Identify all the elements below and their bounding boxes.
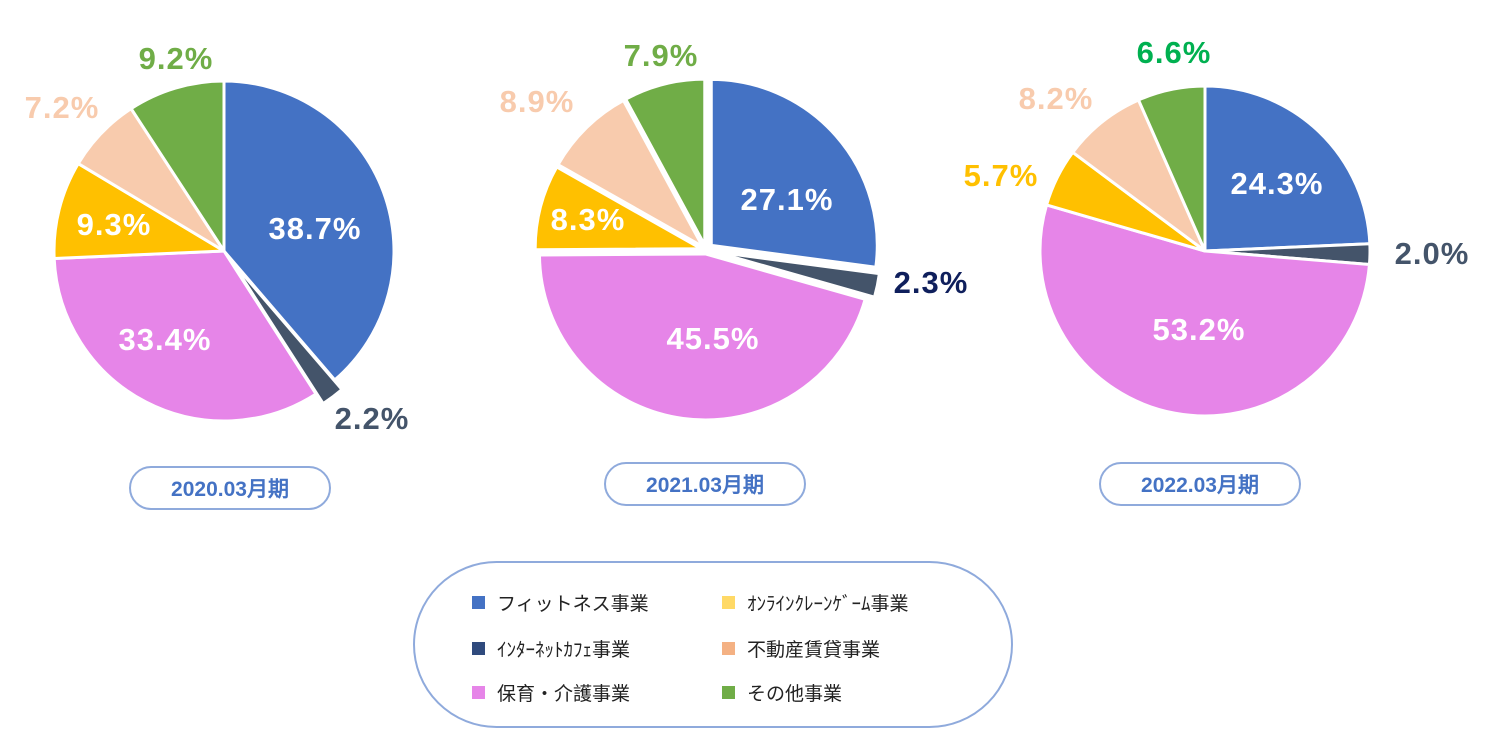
legend-label-fitness: フィットネス事業 [497,593,649,615]
legend-item-childcare: 保育・介護事業 [472,679,630,706]
period-label-2021: 2021.03月期 [604,462,806,506]
period-label-2022-text: 2022.03月期 [1141,474,1259,497]
pie-slice-2021-crane-game [533,165,703,252]
legend-swatch-childcare [472,686,485,699]
pie-slice-2022-fitness [1203,84,1372,253]
pie-label-2020-internet-cafe: 2.2% [335,401,410,436]
legend-item-other: その他事業 [722,679,842,706]
pie-label-2022-childcare: 53.2% [1153,312,1246,347]
pie-label-2022-other: 6.6% [1137,35,1212,70]
legend-label-crane-game: ｵﾝﾗｲﾝｸﾚｰﾝｹﾞｰﾑ事業 [747,593,909,615]
pie-slice-2022-childcare [1038,203,1371,418]
pie-label-2022-internet-cafe: 2.0% [1395,236,1470,271]
pie-label-2021-internet-cafe: 2.3% [894,265,969,300]
legend: フィットネス事業 ｵﾝﾗｲﾝｸﾚｰﾝｹﾞｰﾑ事業 ｲﾝﾀｰﾈｯﾄｶﾌｪ事業 不動… [413,561,1013,728]
legend-swatch-internet-cafe [472,642,485,655]
pie-slice-2020-crane-game [52,162,226,260]
pie-label-2022-crane-game: 5.7% [964,158,1039,193]
pie-label-2022-fitness: 24.3% [1231,166,1324,201]
legend-label-internet-cafe: ｲﾝﾀｰﾈｯﾄｶﾌｪ事業 [497,639,631,661]
pie-label-2021-childcare: 45.5% [667,321,760,356]
pie-2021: 27.1% 2.3% 45.5% 8.3% 8.9% 7.9% [500,38,969,422]
pie-slice-2021-real-estate [556,98,704,248]
pie-slice-2022-other [1137,84,1207,253]
pie-label-2020-real-estate: 7.2% [25,90,100,125]
period-label-2020-text: 2020.03月期 [171,478,289,501]
pie-slice-2021-other [624,77,707,247]
legend-item-crane-game: ｵﾝﾗｲﾝｸﾚｰﾝｹﾞｰﾑ事業 [722,589,909,616]
legend-label-childcare: 保育・介護事業 [497,683,631,705]
legend-item-fitness: フィットネス事業 [472,589,649,616]
legend-item-real-estate: 不動産賃貸事業 [722,635,880,662]
period-label-2020: 2020.03月期 [129,466,331,510]
pie-2022: 24.3% 2.0% 53.2% 5.7% 8.2% 6.6% [964,35,1470,418]
pie-label-2021-fitness: 27.1% [741,182,834,217]
pie-slice-2020-childcare [52,249,318,423]
pie-label-2020-crane-game: 9.3% [77,207,152,242]
legend-label-real-estate: 不動産賃貸事業 [747,639,881,661]
pie-slice-2021-childcare [537,252,867,422]
pie-label-2020-childcare: 33.4% [119,322,212,357]
pie-slice-2021-internet-cafe [713,250,881,299]
pie-slice-2020-fitness [222,79,396,382]
pie-label-2020-fitness: 38.7% [269,211,362,246]
pie-slice-2020-other [129,79,226,253]
legend-swatch-fitness [472,596,485,609]
pie-label-2022-real-estate: 8.2% [1019,81,1094,116]
legend-item-internet-cafe: ｲﾝﾀｰﾈｯﾄｶﾌｪ事業 [472,635,630,662]
legend-swatch-other [722,686,735,699]
period-label-2022: 2022.03月期 [1099,462,1301,506]
pie-label-2021-crane-game: 8.3% [551,202,626,237]
pie-2020: 38.7% 2.2% 33.4% 9.3% 7.2% 9.2% [25,41,410,436]
pie-slice-2021-fitness [709,77,879,269]
period-label-2021-text: 2021.03月期 [646,474,764,497]
pie-label-2021-real-estate: 8.9% [500,84,575,119]
legend-swatch-crane-game [722,596,735,609]
pie-label-2021-other: 7.9% [624,38,699,73]
legend-label-other: その他事業 [747,683,843,705]
pie-slice-2020-internet-cafe [229,259,344,406]
pie-label-2020-other: 9.2% [139,41,214,76]
legend-swatch-real-estate [722,642,735,655]
